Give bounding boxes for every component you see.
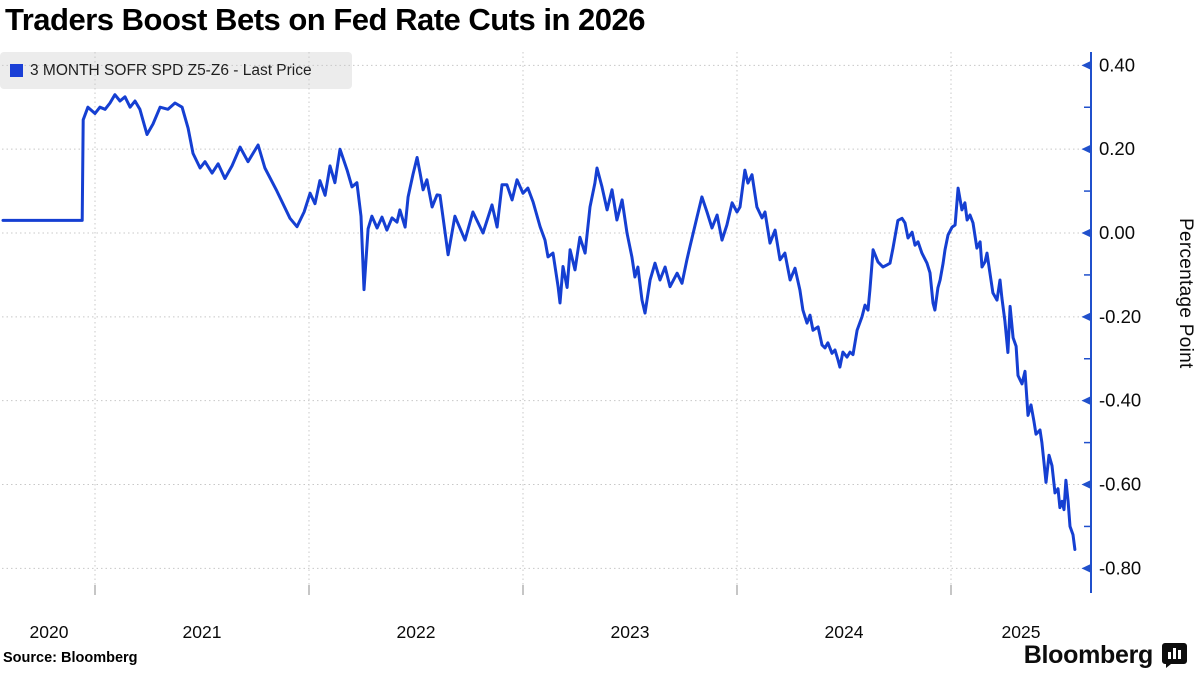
- source-attribution: Source: Bloomberg: [3, 650, 138, 666]
- y-axis-major-tick: [1081, 396, 1091, 406]
- y-axis-tick-label: -0.40: [1099, 390, 1141, 411]
- y-axis-tick-label: -0.60: [1099, 474, 1141, 495]
- chart-legend: 3 MONTH SOFR SPD Z5-Z6 - Last Price: [10, 52, 312, 89]
- x-axis-year-label: 2025: [1002, 622, 1041, 642]
- y-axis-tick-label: -0.20: [1099, 306, 1141, 327]
- y-axis-major-tick: [1081, 480, 1091, 490]
- bloomberg-wordmark: Bloomberg: [1023, 641, 1154, 669]
- y-axis-tick-label: 0.40: [1099, 54, 1135, 75]
- x-axis-year-label: 2023: [611, 622, 650, 642]
- y-axis-tick-label: 0.20: [1099, 138, 1135, 159]
- x-axis-year-label: 2020: [30, 622, 69, 642]
- y-axis-major-tick: [1081, 144, 1091, 154]
- x-axis-year-label: 2022: [397, 622, 436, 642]
- y-axis-major-tick: [1081, 312, 1091, 322]
- legend-background: [0, 52, 352, 89]
- y-axis-tick-label: 0.00: [1099, 222, 1135, 243]
- bloomberg-bars-icon: [1162, 643, 1187, 668]
- series-line-sofr-spread: [1, 93, 1077, 551]
- y-axis-title: Percentage Point: [1175, 218, 1196, 369]
- bloomberg-logo: Bloomberg: [1024, 641, 1188, 670]
- x-axis-year-label: 2024: [825, 622, 864, 642]
- legend-series-label: 3 MONTH SOFR SPD Z5-Z6 - Last Price: [30, 61, 312, 79]
- y-axis-major-tick: [1081, 563, 1091, 573]
- y-axis-major-tick: [1081, 228, 1091, 238]
- y-axis-major-tick: [1081, 60, 1091, 70]
- legend-swatch-icon: [10, 64, 23, 77]
- page-title: Traders Boost Bets on Fed Rate Cuts in 2…: [5, 2, 646, 37]
- y-axis-tick-label: -0.80: [1099, 557, 1141, 578]
- x-axis-year-label: 2021: [183, 622, 222, 642]
